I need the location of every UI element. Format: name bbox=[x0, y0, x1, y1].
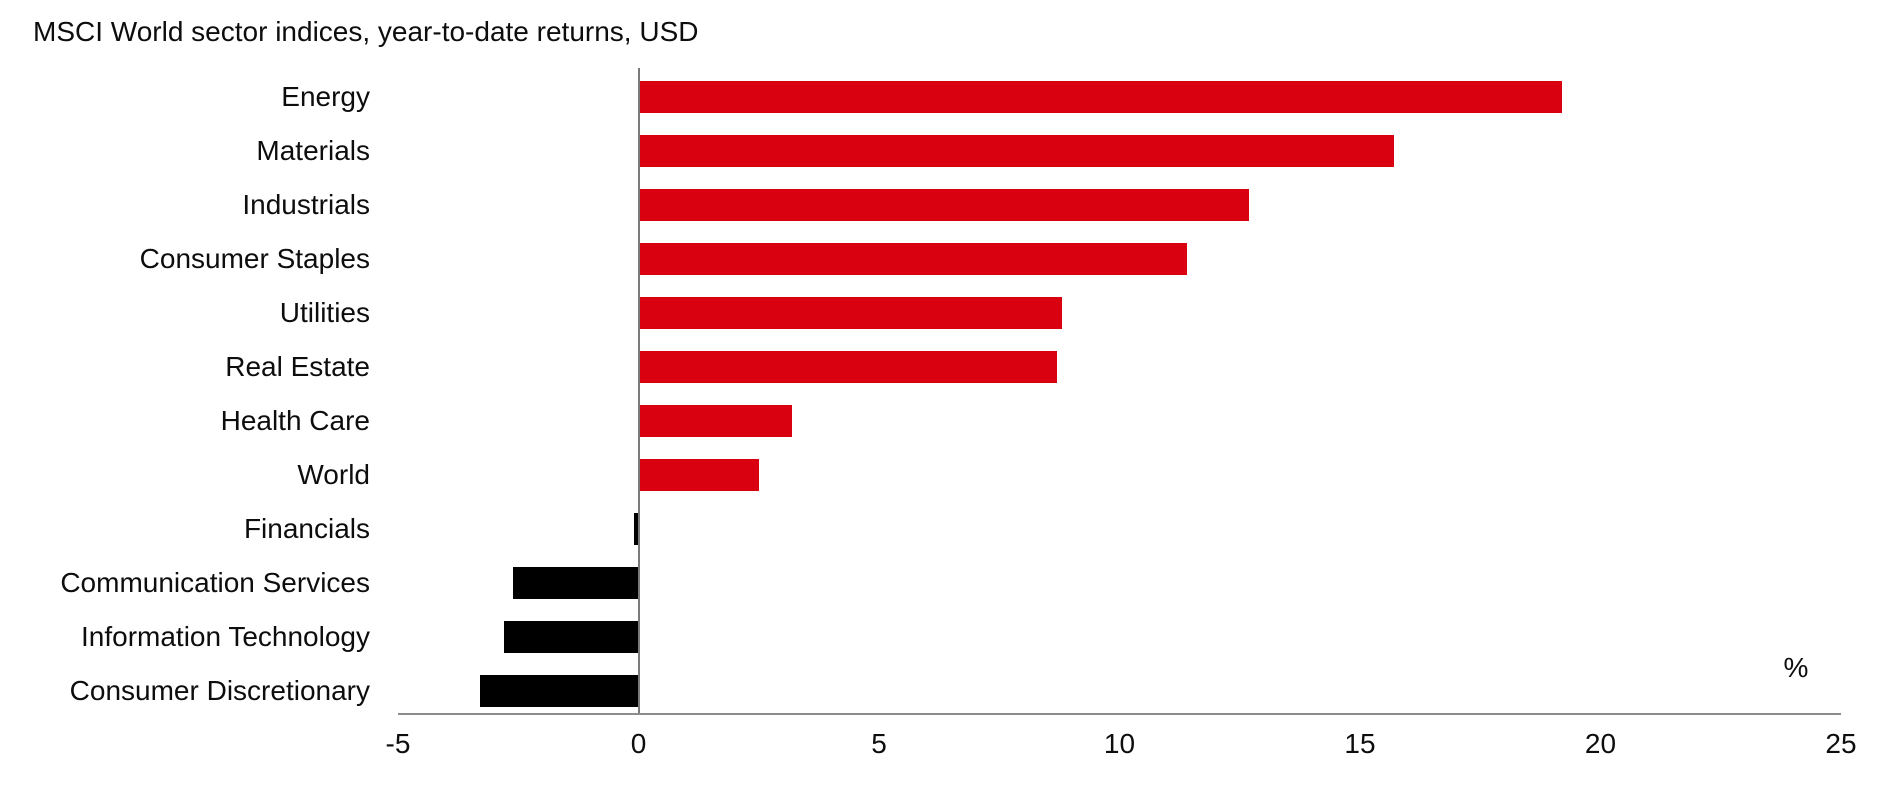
negative-bar bbox=[633, 512, 639, 545]
positive-bar bbox=[638, 404, 793, 437]
positive-bar bbox=[638, 134, 1394, 167]
category-label: Consumer Staples bbox=[139, 242, 370, 274]
x-tick-label: 5 bbox=[871, 728, 887, 759]
positive-bar bbox=[638, 188, 1250, 221]
category-label: Financials bbox=[243, 512, 370, 544]
x-tick-label: 0 bbox=[630, 728, 647, 759]
category-label: Information Technology bbox=[81, 620, 370, 652]
x-axis-line bbox=[398, 713, 1841, 715]
category-label: Industrials bbox=[242, 188, 370, 220]
negative-bar bbox=[503, 620, 639, 653]
x-tick-label: 15 bbox=[1344, 728, 1376, 759]
x-tick-label: -5 bbox=[385, 728, 411, 759]
category-label: Materials bbox=[256, 134, 370, 166]
positive-bar bbox=[638, 350, 1057, 383]
category-label: Health Care bbox=[220, 404, 370, 436]
category-label: Real Estate bbox=[225, 350, 370, 382]
positive-bar bbox=[638, 80, 1563, 113]
zero-axis-line bbox=[637, 68, 640, 713]
category-label: Communication Services bbox=[60, 566, 370, 598]
x-tick-label: 20 bbox=[1584, 728, 1617, 759]
x-tick-label: 25 bbox=[1825, 728, 1857, 759]
positive-bar bbox=[638, 458, 759, 491]
x-tick-label: 10 bbox=[1103, 728, 1136, 759]
category-label: Utilities bbox=[279, 296, 370, 328]
chart-title: MSCI World sector indices, year-to-date … bbox=[33, 16, 699, 47]
negative-bar bbox=[513, 566, 639, 599]
negative-bar bbox=[479, 674, 639, 707]
category-label: Consumer Discretionary bbox=[69, 674, 370, 706]
positive-bar bbox=[638, 296, 1062, 329]
category-label: Energy bbox=[281, 80, 370, 112]
positive-bar bbox=[638, 242, 1187, 275]
category-label: World bbox=[297, 458, 370, 490]
x-axis-unit-label: % bbox=[1783, 652, 1809, 683]
